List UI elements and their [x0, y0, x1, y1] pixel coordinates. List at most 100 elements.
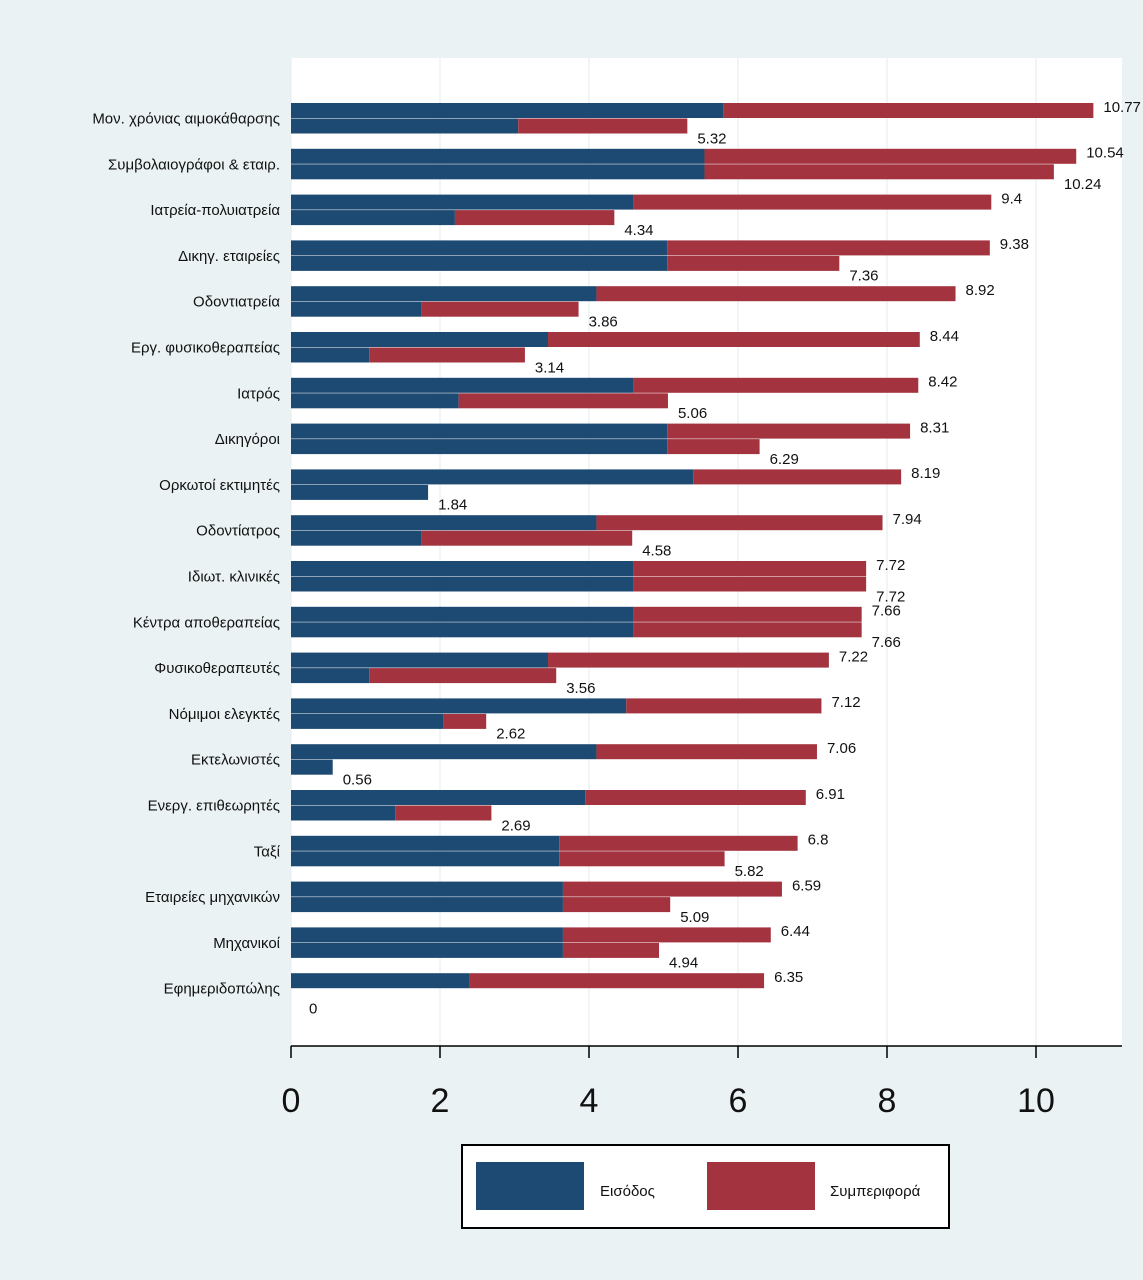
legend: Εισόδος Συμπεριφορά	[461, 1144, 950, 1229]
data-label: 5.09	[680, 909, 709, 926]
bar-income-top	[291, 469, 694, 485]
bar-behavior-bottom	[443, 713, 487, 729]
category-label: Ταξί	[254, 843, 281, 860]
category-label: Ιατρεία-πολυιατρεία	[150, 202, 280, 219]
bar-behavior-top	[626, 698, 822, 714]
data-label: 5.06	[678, 405, 707, 422]
bar-behavior-bottom	[633, 622, 862, 638]
bar-behavior-top	[633, 606, 862, 622]
bar-behavior-top	[596, 286, 956, 302]
x-tick-label: 4	[580, 1082, 599, 1120]
bar-income-top	[291, 194, 634, 210]
bar-income-top	[291, 927, 563, 943]
x-tick-label: 0	[282, 1082, 301, 1120]
bar-behavior-top	[585, 790, 806, 805]
bar-income-top	[291, 561, 634, 576]
data-label: 2.62	[496, 726, 525, 743]
bar-behavior-bottom	[633, 576, 867, 592]
bar-income-top	[291, 606, 634, 622]
data-label: 1.84	[438, 497, 467, 514]
bar-behavior-top	[548, 652, 829, 668]
data-label: 4.94	[669, 955, 698, 972]
category-label: Οδοντίατρος	[196, 523, 280, 540]
bar-behavior-bottom	[454, 210, 615, 226]
data-label: 10.24	[1064, 176, 1102, 193]
bar-income-top	[291, 835, 560, 851]
bar-behavior-bottom	[421, 530, 633, 546]
data-label: 6.59	[792, 877, 821, 894]
category-label: Ιδιωτ. κλινικές	[188, 569, 280, 586]
category-label: Εκτελωνιστές	[191, 752, 280, 769]
bar-behavior-bottom	[667, 255, 840, 271]
bar-behavior-bottom	[421, 301, 579, 317]
bar-income-bottom	[291, 255, 668, 271]
bar-income-bottom	[291, 668, 370, 684]
bar-income-bottom	[291, 301, 422, 317]
bar-income-top	[291, 515, 597, 531]
bar-behavior-bottom	[667, 439, 760, 455]
x-tick-label: 2	[431, 1082, 450, 1120]
legend-swatch-behavior	[707, 1162, 815, 1210]
bar-behavior-top	[704, 148, 1077, 164]
data-label: 0	[309, 1000, 317, 1017]
bar-income-bottom	[291, 897, 563, 913]
category-label: Εταιρείες μηχανικών	[145, 889, 280, 906]
bar-behavior-top	[633, 194, 992, 210]
bar-income-top	[291, 332, 549, 347]
bar-income-bottom	[291, 118, 519, 134]
bar-income-bottom	[291, 713, 444, 729]
data-label: 9.4	[1001, 190, 1022, 207]
data-label: 10.54	[1086, 145, 1124, 162]
category-label: Εργ. φυσικοθεραπείας	[131, 340, 280, 357]
bar-behavior-top	[596, 515, 883, 531]
category-label: Δικηγόροι	[215, 431, 280, 448]
data-label: 6.91	[816, 786, 845, 803]
data-label: 6.8	[808, 832, 829, 849]
bar-behavior-top	[667, 423, 911, 439]
bar-behavior-bottom	[704, 164, 1054, 180]
category-label: Ιατρός	[237, 385, 280, 402]
category-label: Μηχανικοί	[213, 935, 280, 952]
data-label: 3.86	[589, 313, 618, 330]
data-label: 7.94	[893, 511, 922, 528]
data-label: 6.35	[774, 969, 803, 986]
data-label: 2.69	[501, 817, 530, 834]
data-label: 8.31	[920, 419, 949, 436]
bar-income-top	[291, 377, 634, 393]
category-label: Συμβολαιογράφοι & εταιρ.	[108, 156, 280, 173]
bar-income-bottom	[291, 164, 705, 180]
category-label: Ορκωτοί εκτιμητές	[159, 477, 280, 494]
bar-behavior-bottom	[562, 897, 671, 913]
bar-behavior-top	[562, 881, 782, 897]
bar-income-bottom	[291, 484, 429, 500]
data-label: 9.38	[1000, 236, 1029, 253]
category-label: Νόμιμοι ελεγκτές	[169, 706, 280, 723]
data-label: 8.44	[930, 328, 959, 345]
category-label: Κέντρα αποθεραπείας	[133, 614, 280, 631]
category-label: Εφημεριδοπώλης	[164, 981, 280, 998]
bar-income-top	[291, 103, 724, 118]
x-axis: 0 2 4 6 8 10	[282, 1045, 1122, 1120]
data-label: 3.56	[566, 680, 595, 697]
data-label: 5.82	[735, 863, 764, 880]
data-label: 7.12	[831, 694, 860, 711]
bar-behavior-top	[596, 744, 817, 760]
bar-income-bottom	[291, 347, 370, 363]
bar-behavior-top	[469, 973, 765, 989]
bar-income-bottom	[291, 851, 560, 867]
bar-behavior-top	[562, 927, 771, 943]
bar-behavior-top	[693, 469, 902, 485]
data-label: 7.22	[839, 648, 868, 665]
bar-income-top	[291, 973, 470, 989]
bar-income-top	[291, 790, 586, 805]
bar-behavior-bottom	[369, 347, 525, 363]
bar-income-top	[291, 698, 627, 714]
bar-behavior-bottom	[518, 118, 688, 134]
data-label: 7.66	[872, 603, 901, 620]
data-label: 10.77	[1103, 99, 1141, 116]
bar-behavior-top	[633, 377, 919, 393]
bar-behavior-top	[548, 332, 920, 347]
data-label: 5.32	[697, 130, 726, 147]
bar-income-bottom	[291, 576, 634, 592]
